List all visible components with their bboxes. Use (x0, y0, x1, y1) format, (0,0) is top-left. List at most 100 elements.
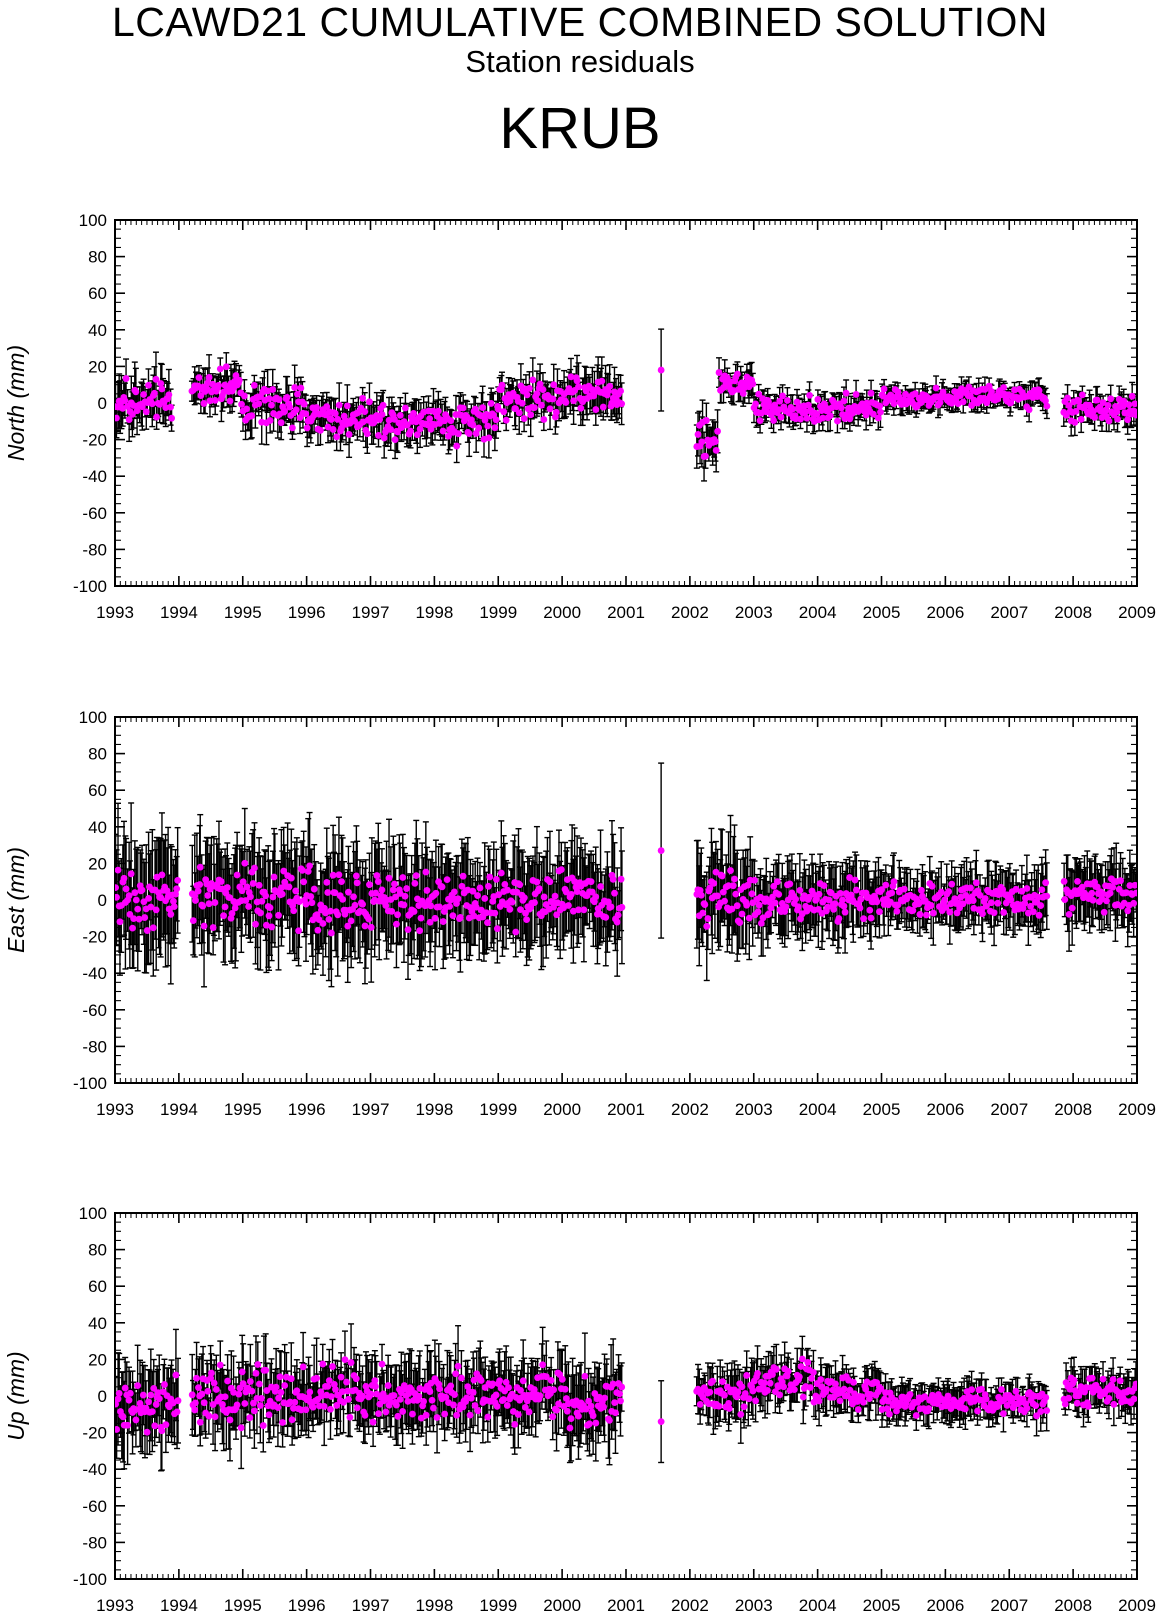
north-data-point (819, 414, 827, 422)
east-ytick-label: 100 (79, 708, 107, 727)
east-xtick-label: 2005 (863, 1100, 901, 1117)
north-data-point (869, 410, 877, 418)
north-data-point (1035, 387, 1043, 395)
east-xtick-label: 2002 (671, 1100, 709, 1117)
north-data-point (334, 415, 342, 423)
north-data-point (538, 401, 545, 409)
north-ytick-label: 60 (88, 284, 107, 303)
north-data-point (481, 416, 489, 424)
north-data-point (533, 390, 541, 398)
north-data-point (168, 414, 175, 422)
north-data-point (475, 424, 483, 432)
chart-subtitle: Station residuals (465, 44, 695, 79)
north-data-point (739, 390, 747, 397)
north-data-point (401, 404, 409, 412)
north-data-point (880, 385, 888, 393)
north-data-point (329, 426, 337, 433)
north-data-point (562, 399, 570, 406)
north-data-point (959, 398, 967, 406)
north-data-point (158, 385, 166, 393)
north-data-point (752, 400, 759, 408)
north-data-point (370, 418, 378, 426)
north-data-point (265, 395, 273, 403)
north-data-point (492, 416, 500, 424)
north-data-point (240, 392, 248, 400)
north-data-point (517, 382, 525, 390)
north-data-point (1072, 407, 1080, 415)
north-data-point (351, 417, 358, 425)
north-data-point (498, 381, 506, 389)
north-data-point (195, 374, 203, 382)
north-data-point (453, 442, 461, 450)
north-data-point (380, 434, 388, 442)
north-xtick-label: 2005 (863, 603, 901, 620)
north-data-point (343, 402, 351, 410)
north-data-point (300, 400, 308, 408)
north-data-point (140, 391, 147, 398)
east-xtick-label: 1999 (479, 1100, 517, 1117)
north-xtick-label: 1998 (415, 603, 453, 620)
north-data-point (534, 397, 541, 405)
north-data-point (165, 391, 173, 399)
north-data-point (286, 403, 294, 411)
north-data-point (145, 381, 152, 389)
north-data-point (1078, 391, 1086, 399)
east-xtick-label: 2004 (799, 1100, 837, 1117)
north-data-point (407, 427, 414, 435)
north-data-point (1105, 417, 1113, 425)
north-data-point (1065, 402, 1073, 409)
north-data-point (573, 377, 581, 385)
north-data-point (426, 415, 434, 423)
north-xtick-label: 2009 (1118, 603, 1156, 620)
north-data-point (479, 404, 487, 411)
north-data-point (549, 395, 557, 403)
north-data-point (575, 383, 582, 391)
north-xtick-label: 2000 (543, 603, 581, 620)
east-ytick-label: -40 (82, 964, 107, 983)
north-data-point (162, 404, 170, 411)
north-xtick-label: 2002 (671, 603, 709, 620)
north-data-point (846, 415, 854, 423)
east-ytick-label: 40 (88, 818, 107, 837)
east-xtick-label: 1996 (288, 1100, 326, 1117)
north-data-point (1064, 394, 1071, 402)
north-data-point (439, 427, 447, 435)
north-data-point (715, 369, 723, 376)
north-data-point (122, 375, 130, 382)
north-data-point (890, 400, 898, 407)
north-data-point (487, 400, 495, 407)
north-data-point (1125, 401, 1133, 409)
north-data-point (598, 377, 606, 385)
north-data-point (814, 396, 822, 403)
east-xtick-label: 2003 (735, 1100, 773, 1117)
north-data-point (806, 391, 813, 399)
north-data-point (518, 399, 526, 407)
north-data-point (416, 425, 424, 433)
north-data-point (540, 416, 548, 423)
north-ytick-label: -100 (73, 577, 107, 596)
north-data-point (762, 408, 770, 416)
north-data-point (932, 384, 940, 392)
north-xtick-label: 1994 (160, 603, 198, 620)
east-xtick-label: 2009 (1118, 1100, 1156, 1117)
north-data-point (269, 386, 277, 393)
north-data-point (1042, 397, 1049, 405)
north-data-point (1120, 397, 1128, 405)
north-data-point (842, 389, 850, 397)
east-data-layer (115, 762, 1137, 988)
north-data-point (837, 404, 845, 412)
north-data-point (394, 428, 401, 436)
north-data-point (520, 415, 528, 422)
north-data-point (1093, 396, 1101, 404)
north-data-point (502, 416, 510, 424)
north-ytick-label: -40 (82, 467, 107, 486)
north-data-point (539, 386, 547, 394)
north-data-point (702, 452, 709, 460)
north-data-point (396, 411, 404, 419)
north-data-point (151, 389, 158, 397)
north-panel: 100 80 60 40 20 0 -20 -40 -60 -80 -100 1993 1994 1995… (3, 211, 1156, 620)
north-data-point (755, 390, 763, 398)
north-data-point (1128, 392, 1136, 400)
north-data-point (527, 411, 535, 419)
north-data-point (515, 409, 523, 417)
